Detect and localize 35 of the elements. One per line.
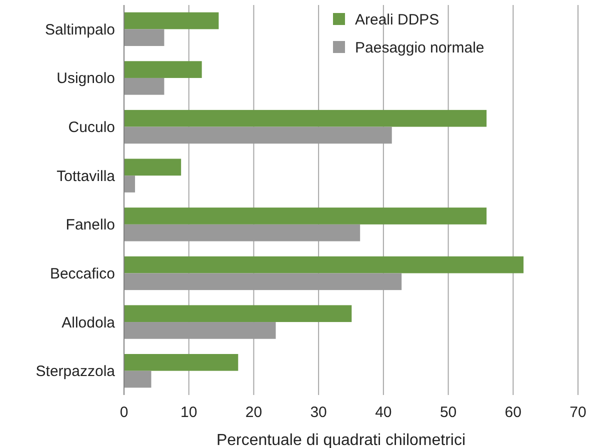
x-tick-label: 20 bbox=[245, 404, 262, 421]
bar bbox=[124, 110, 487, 127]
y-tick-label: Usignolo bbox=[56, 70, 115, 88]
x-tick-label: 10 bbox=[180, 404, 198, 421]
y-tick-label: Sterpazzola bbox=[36, 363, 116, 380]
bar bbox=[124, 305, 352, 322]
bar bbox=[124, 29, 164, 46]
bar bbox=[124, 61, 202, 78]
x-tick-label: 70 bbox=[570, 404, 586, 421]
bar bbox=[124, 78, 164, 95]
bar bbox=[124, 322, 276, 339]
legend-label: Paesaggio normale bbox=[355, 39, 484, 56]
x-tick-label: 0 bbox=[120, 404, 128, 421]
y-tick-label: Allodola bbox=[62, 314, 116, 332]
x-tick-label: 40 bbox=[375, 404, 392, 421]
y-tick-label: Tottavilla bbox=[56, 168, 116, 185]
y-tick-label: Saltimpalo bbox=[44, 21, 115, 38]
bar bbox=[124, 370, 152, 388]
legend-label: Areali DDPS bbox=[355, 11, 440, 28]
x-tick-label: 50 bbox=[440, 404, 457, 421]
bar bbox=[124, 256, 524, 274]
bar bbox=[124, 354, 238, 371]
bar bbox=[124, 12, 219, 30]
bar bbox=[124, 208, 487, 224]
y-tick-label: Beccafico bbox=[50, 265, 115, 282]
bar bbox=[124, 126, 392, 144]
bar bbox=[124, 176, 136, 192]
y-tick-label: Cuculo bbox=[68, 119, 115, 136]
bar bbox=[124, 158, 182, 176]
bar bbox=[124, 224, 360, 242]
x-axis-title: Percentuale di quadrati chilometrici bbox=[216, 432, 466, 448]
y-tick-label: Fanello bbox=[66, 216, 115, 234]
bar bbox=[124, 273, 402, 290]
x-tick-label: 30 bbox=[310, 404, 327, 421]
x-tick-label: 60 bbox=[504, 404, 522, 421]
